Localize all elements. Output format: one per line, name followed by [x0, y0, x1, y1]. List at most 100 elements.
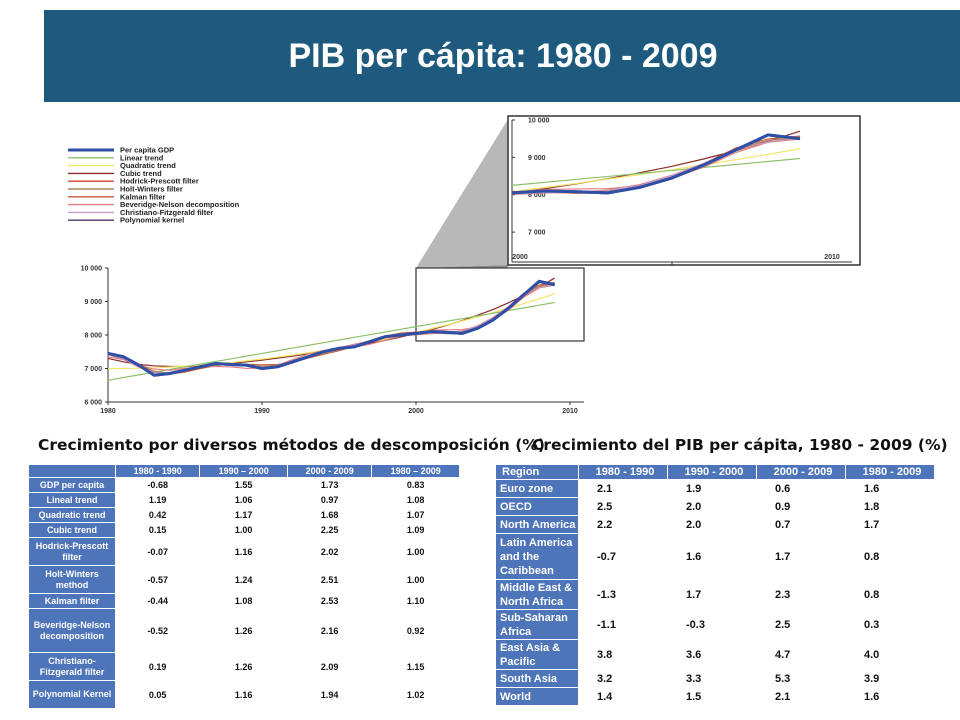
region-row: Euro zone 2.1 1.9 0.6 1.6	[495, 479, 935, 498]
decomposition-row-label: Holt-Winters method	[28, 565, 116, 594]
decomposition-header-cell: 2000 - 2009	[286, 464, 373, 478]
region-row: OECD 2.5 2.0 0.9 1.8	[495, 497, 935, 516]
legend-entry: Holt-Winters filter	[120, 185, 183, 194]
region-row: East Asia & Pacific 3.8 3.6 4.7 4.0	[495, 639, 935, 670]
main-chart-axes: 6 000 7 000 8 000 9 000 10 000 1980 1990 2000 20…	[81, 266, 584, 415]
decomposition-row: Lineal trend 1.19 1.06 0.97 1.08	[28, 492, 460, 508]
main-y-tick-label: 10 000	[81, 266, 103, 273]
decomposition-cell: 1.68	[286, 507, 373, 523]
decomposition-row-label: Kalman filter	[28, 593, 116, 609]
decomposition-cell: -0.07	[114, 537, 201, 566]
decomposition-cell: -0.57	[114, 565, 201, 594]
main-gdp-line	[107, 279, 555, 377]
region-row: North America 2.2 2.0 0.7 1.7	[495, 515, 935, 534]
region-cell: 1.7	[845, 515, 935, 534]
decomposition-cell: 0.42	[114, 507, 201, 523]
decomposition-cell: 1.06	[199, 492, 288, 508]
decomposition-cell: 1.00	[371, 537, 460, 566]
inset-gdp-line	[511, 133, 801, 195]
region-cell: 0.8	[845, 533, 935, 580]
decomposition-cell: 1.00	[371, 565, 460, 594]
region-row: Sub-Saharan Africa -1.1 -0.3 2.5 0.3	[495, 609, 935, 640]
decomposition-header-cell: 1990 – 2000	[199, 464, 288, 478]
decomposition-cell: 0.19	[114, 652, 201, 681]
inset-chart-axes: 7 000 8 000 9 000 10 000 2000 2010	[511, 118, 852, 265]
main-x-tick-label: 2000	[408, 408, 424, 415]
decomposition-cell: 2.09	[286, 652, 373, 681]
region-cell: 2.0	[667, 497, 757, 516]
decomposition-cell: 1.94	[286, 680, 373, 709]
decomposition-header-cell: 1980 – 2009	[371, 464, 460, 478]
decomposition-cell: 2.51	[286, 565, 373, 594]
main-y-tick-label: 6 000	[84, 400, 102, 407]
decomposition-cell: 2.16	[286, 608, 373, 653]
decomposition-cell: 1.26	[199, 652, 288, 681]
main-x-tick-label: 2010	[562, 408, 578, 415]
decomposition-header-cell	[28, 464, 116, 478]
decomposition-row-label: Cubic trend	[28, 522, 116, 538]
region-cell: -0.3	[667, 609, 757, 640]
decomposition-cell: 1.09	[371, 522, 460, 538]
main-y-tick-label: 9 000	[84, 299, 102, 306]
legend-entry: Linear trend	[120, 153, 164, 162]
decomposition-row-label: Hodrick-Prescott filter	[28, 537, 116, 566]
region-cell: 3.8	[578, 639, 668, 670]
main-series-line	[107, 301, 555, 381]
legend-entry: Beveridge-Nelson decomposition	[120, 200, 240, 209]
region-cell: 3.6	[667, 639, 757, 670]
zoom-connector-top	[416, 116, 510, 268]
inset-x-tick-label: 2010	[824, 254, 840, 261]
region-cell: 1.4	[578, 687, 668, 706]
decomposition-row: Holt-Winters method -0.57 1.24 2.51 1.00	[28, 565, 460, 594]
decomposition-row: Quadratic trend 0.42 1.17 1.68 1.07	[28, 507, 460, 523]
region-cell: 1.6	[845, 479, 935, 498]
decomposition-cell: 1.15	[371, 652, 460, 681]
decomposition-caption: Crecimiento por diversos métodos de desc…	[38, 436, 545, 454]
region-row-label: North America	[495, 515, 579, 534]
inset-chart-lines	[511, 130, 801, 195]
region-header-cell: 1980 - 1990	[578, 464, 668, 480]
decomposition-cell: 0.83	[371, 477, 460, 493]
main-x-tick-label: 1990	[254, 408, 270, 415]
region-header-cell: 1980 - 2009	[845, 464, 935, 480]
legend-entry: Cubic trend	[120, 169, 162, 178]
legend-entry: Quadratic trend	[120, 161, 176, 170]
region-cell: -1.3	[578, 579, 668, 610]
decomposition-cell: 1.17	[199, 507, 288, 523]
main-y-tick-label: 7 000	[84, 366, 102, 373]
region-cell: 3.9	[845, 669, 935, 688]
region-cell: 1.6	[845, 687, 935, 706]
region-row: Middle East & North Africa -1.3 1.7 2.3 0.8	[495, 579, 935, 610]
decomposition-row: Christiano-Fitzgerald filter 0.19 1.26 2.09…	[28, 652, 460, 681]
decomposition-cell: -0.52	[114, 608, 201, 653]
decomposition-cell: 0.92	[371, 608, 460, 653]
decomposition-cell: 1.19	[114, 492, 201, 508]
decomposition-row-label: Christiano-Fitzgerald filter	[28, 652, 116, 681]
decomposition-cell: 1.07	[371, 507, 460, 523]
region-cell: 4.0	[845, 639, 935, 670]
region-growth-table: Region 1980 - 1990 1990 - 2000 2000 - 2009 1…	[495, 464, 935, 706]
decomposition-header-cell: 1980 - 1990	[114, 464, 201, 478]
decomposition-cell: 1.55	[199, 477, 288, 493]
region-cell: 1.8	[845, 497, 935, 516]
region-cell: -1.1	[578, 609, 668, 640]
decomposition-row-label: Beveridge-Nelson decomposition	[28, 608, 116, 653]
decomposition-row-label: Quadratic trend	[28, 507, 116, 523]
region-cell: 0.8	[845, 579, 935, 610]
decomposition-cell: 1.08	[371, 492, 460, 508]
region-row-label: Middle East & North Africa	[495, 579, 579, 610]
region-cell: 0.3	[845, 609, 935, 640]
region-cell: 2.5	[756, 609, 846, 640]
zoom-selection-box	[415, 267, 585, 342]
main-chart-lines	[107, 277, 555, 381]
region-cell: 0.9	[756, 497, 846, 516]
inset-x-tick-label: 2000	[512, 254, 528, 261]
region-cell: 2.1	[578, 479, 668, 498]
region-row: Latin America and the Caribbean -0.7 1.6 1.…	[495, 533, 935, 580]
region-cell: 1.5	[667, 687, 757, 706]
decomposition-cell: 1.00	[199, 522, 288, 538]
region-cell: 2.3	[756, 579, 846, 610]
legend-entry: Christiano-Fitzgerald filter	[120, 208, 213, 217]
inset-y-tick-label: 8 000	[528, 192, 546, 199]
